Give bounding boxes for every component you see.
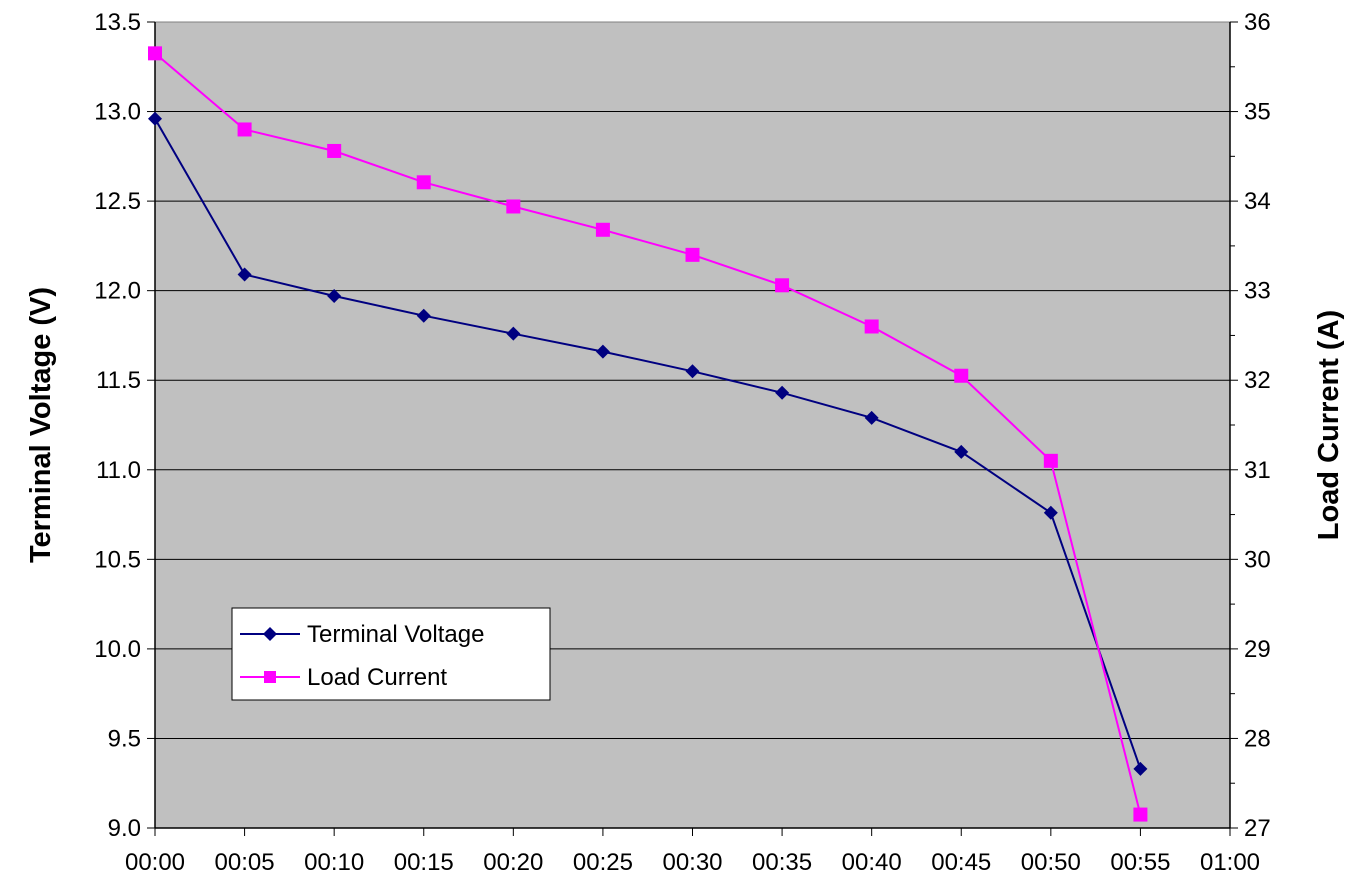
data-point-load-current: [506, 199, 521, 214]
legend-label-load-current: Load Current: [307, 664, 447, 691]
data-point-terminal-voltage: [775, 385, 790, 400]
series-layer: [148, 46, 1148, 822]
left-tick-label: 11.0: [96, 457, 141, 484]
data-point-load-current: [775, 278, 790, 293]
series-terminal-voltage: [148, 111, 1148, 776]
x-tick-label: 00:35: [752, 849, 812, 876]
left-tick-label: 9.5: [108, 725, 141, 752]
legend-marker-square-icon: [264, 671, 276, 683]
legend-entry-load-current: Load Current: [240, 664, 447, 691]
series-load-current: [148, 46, 1148, 822]
x-axis: 00:00 00:05 00:10 00:15 00:20 00:25 00:30 00:35…: [125, 827, 1260, 876]
right-tick-label: 35: [1244, 99, 1271, 126]
left-axis-title: Terminal Voltage (V): [25, 287, 57, 563]
legend-label-terminal-voltage: Terminal Voltage: [307, 621, 484, 648]
right-tick-label: 34: [1244, 188, 1271, 215]
right-tick-label: 33: [1244, 278, 1271, 305]
x-tick-label: 00:10: [304, 849, 364, 876]
data-point-terminal-voltage: [1133, 761, 1148, 776]
data-point-terminal-voltage: [595, 344, 610, 359]
x-tick-label: 00:15: [394, 849, 454, 876]
x-tick-label: 00:00: [125, 849, 185, 876]
x-tick-label: 00:50: [1021, 849, 1081, 876]
legend-entry-terminal-voltage: Terminal Voltage: [240, 621, 484, 648]
right-tick-label: 36: [1244, 9, 1271, 36]
data-point-terminal-voltage: [864, 410, 879, 425]
legend-box: [231, 607, 551, 701]
right-tick-label: 32: [1244, 367, 1271, 394]
left-tick-label: 12.5: [94, 188, 141, 215]
x-tick-label: 00:45: [931, 849, 991, 876]
x-tick-label: 00:05: [215, 849, 275, 876]
right-y-axis: 27 28 29 30 31 32 33 34 35 36: [1229, 9, 1271, 842]
legend-marker-diamond-icon: [263, 627, 277, 641]
data-point-load-current: [327, 143, 342, 158]
data-point-load-current: [416, 175, 431, 190]
left-y-axis: 9.0 9.5 10.0 10.5 11.0 11.5 12.0 12.5 13.0 13.5: [94, 9, 156, 842]
x-tick-label: 01:00: [1200, 849, 1260, 876]
left-tick-label: 11.5: [96, 367, 141, 394]
right-axis-title: Load Current (A): [1313, 310, 1345, 540]
data-point-terminal-voltage: [416, 308, 431, 323]
data-point-load-current: [237, 122, 252, 137]
data-point-terminal-voltage: [237, 267, 252, 282]
data-point-load-current: [954, 368, 969, 383]
data-point-load-current: [685, 247, 700, 262]
right-tick-label: 29: [1244, 636, 1271, 663]
data-point-terminal-voltage: [685, 364, 700, 379]
data-point-terminal-voltage: [506, 326, 521, 341]
right-tick-label: 28: [1244, 725, 1271, 752]
series-line-terminal-voltage: [154, 118, 1142, 770]
x-tick-label: 00:40: [842, 849, 902, 876]
right-tick-label: 30: [1244, 546, 1271, 573]
x-tick-label: 00:25: [573, 849, 633, 876]
left-tick-label: 13.0: [94, 99, 141, 126]
x-tick-label: 00:20: [483, 849, 543, 876]
data-point-load-current: [148, 46, 162, 61]
data-point-load-current: [1043, 453, 1058, 468]
data-point-terminal-voltage: [148, 111, 162, 126]
right-tick-label: 27: [1244, 815, 1271, 842]
left-tick-label: 13.5: [94, 9, 141, 36]
left-tick-label: 10.5: [94, 546, 141, 573]
data-point-terminal-voltage: [1043, 505, 1058, 520]
data-point-terminal-voltage: [954, 444, 969, 459]
plot-area: [154, 21, 1231, 829]
legend: Terminal Voltage Load Current: [231, 607, 551, 701]
x-tick-label: 00:55: [1110, 849, 1170, 876]
right-tick-label: 31: [1244, 457, 1271, 484]
data-point-load-current: [864, 319, 879, 334]
left-tick-label: 10.0: [94, 636, 141, 663]
data-point-load-current: [595, 222, 610, 237]
data-point-terminal-voltage: [327, 289, 342, 304]
x-tick-label: 00:30: [662, 849, 722, 876]
left-tick-label: 12.0: [94, 278, 141, 305]
left-tick-label: 9.0: [108, 815, 141, 842]
data-point-load-current: [1133, 807, 1148, 822]
series-line-load-current: [154, 52, 1142, 815]
